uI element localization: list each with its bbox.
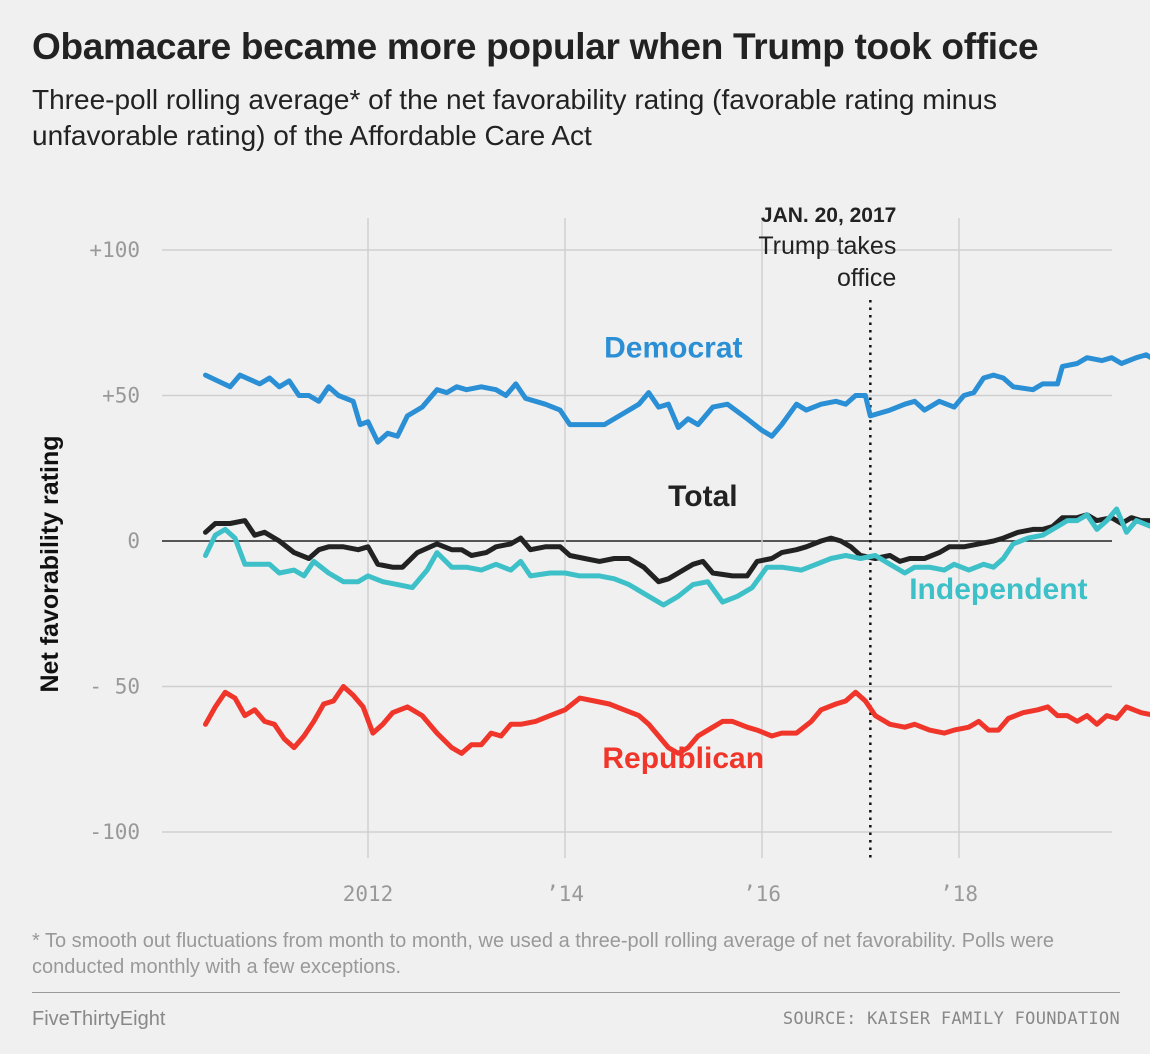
y-tick-label: +50	[102, 384, 140, 408]
series-label-independent: Independent	[909, 573, 1087, 606]
series-line-democrat	[203, 352, 1150, 445]
brand-logo-text: FiveThirtyEight	[32, 1008, 166, 1030]
y-tick-label: +100	[89, 238, 140, 262]
label-layer: +100 +50 0 - 50 -100 2012 ’14 ’16 ’18 Net favorab…	[36, 204, 1088, 906]
series-line-total	[203, 512, 1150, 585]
y-tick-label: -100	[89, 820, 140, 844]
annotation-date-label: JAN. 20, 2017	[761, 204, 896, 227]
x-tick-label: ’16	[743, 882, 781, 906]
y-tick-label: 0	[127, 529, 140, 553]
series-label-total: Total	[668, 480, 737, 513]
series-layer	[203, 352, 1150, 756]
chart-title: Obamacare became more popular when Trump…	[32, 26, 1039, 67]
footnote: * To smooth out fluctuations from month …	[32, 930, 1055, 978]
source-credit: SOURCE: KAISER FAMILY FOUNDATION	[782, 1009, 1120, 1029]
x-tick-label: 2012	[343, 882, 394, 906]
annotation-text-line1: Trump takes	[758, 232, 896, 260]
x-tick-label: ’14	[546, 882, 584, 906]
x-tick-label: ’18	[940, 882, 978, 906]
y-tick-label: - 50	[89, 675, 140, 699]
series-line-independent	[203, 506, 1150, 608]
series-line-republican	[203, 684, 1150, 756]
series-label-democrat: Democrat	[604, 332, 742, 365]
chart-subtitle: Three-poll rolling average* of the net f…	[32, 84, 997, 151]
footer-divider	[32, 992, 1120, 993]
series-label-republican: Republican	[602, 742, 764, 775]
y-axis-title: Net favorability rating	[36, 436, 64, 693]
annotation-text-line2: office	[837, 264, 896, 292]
